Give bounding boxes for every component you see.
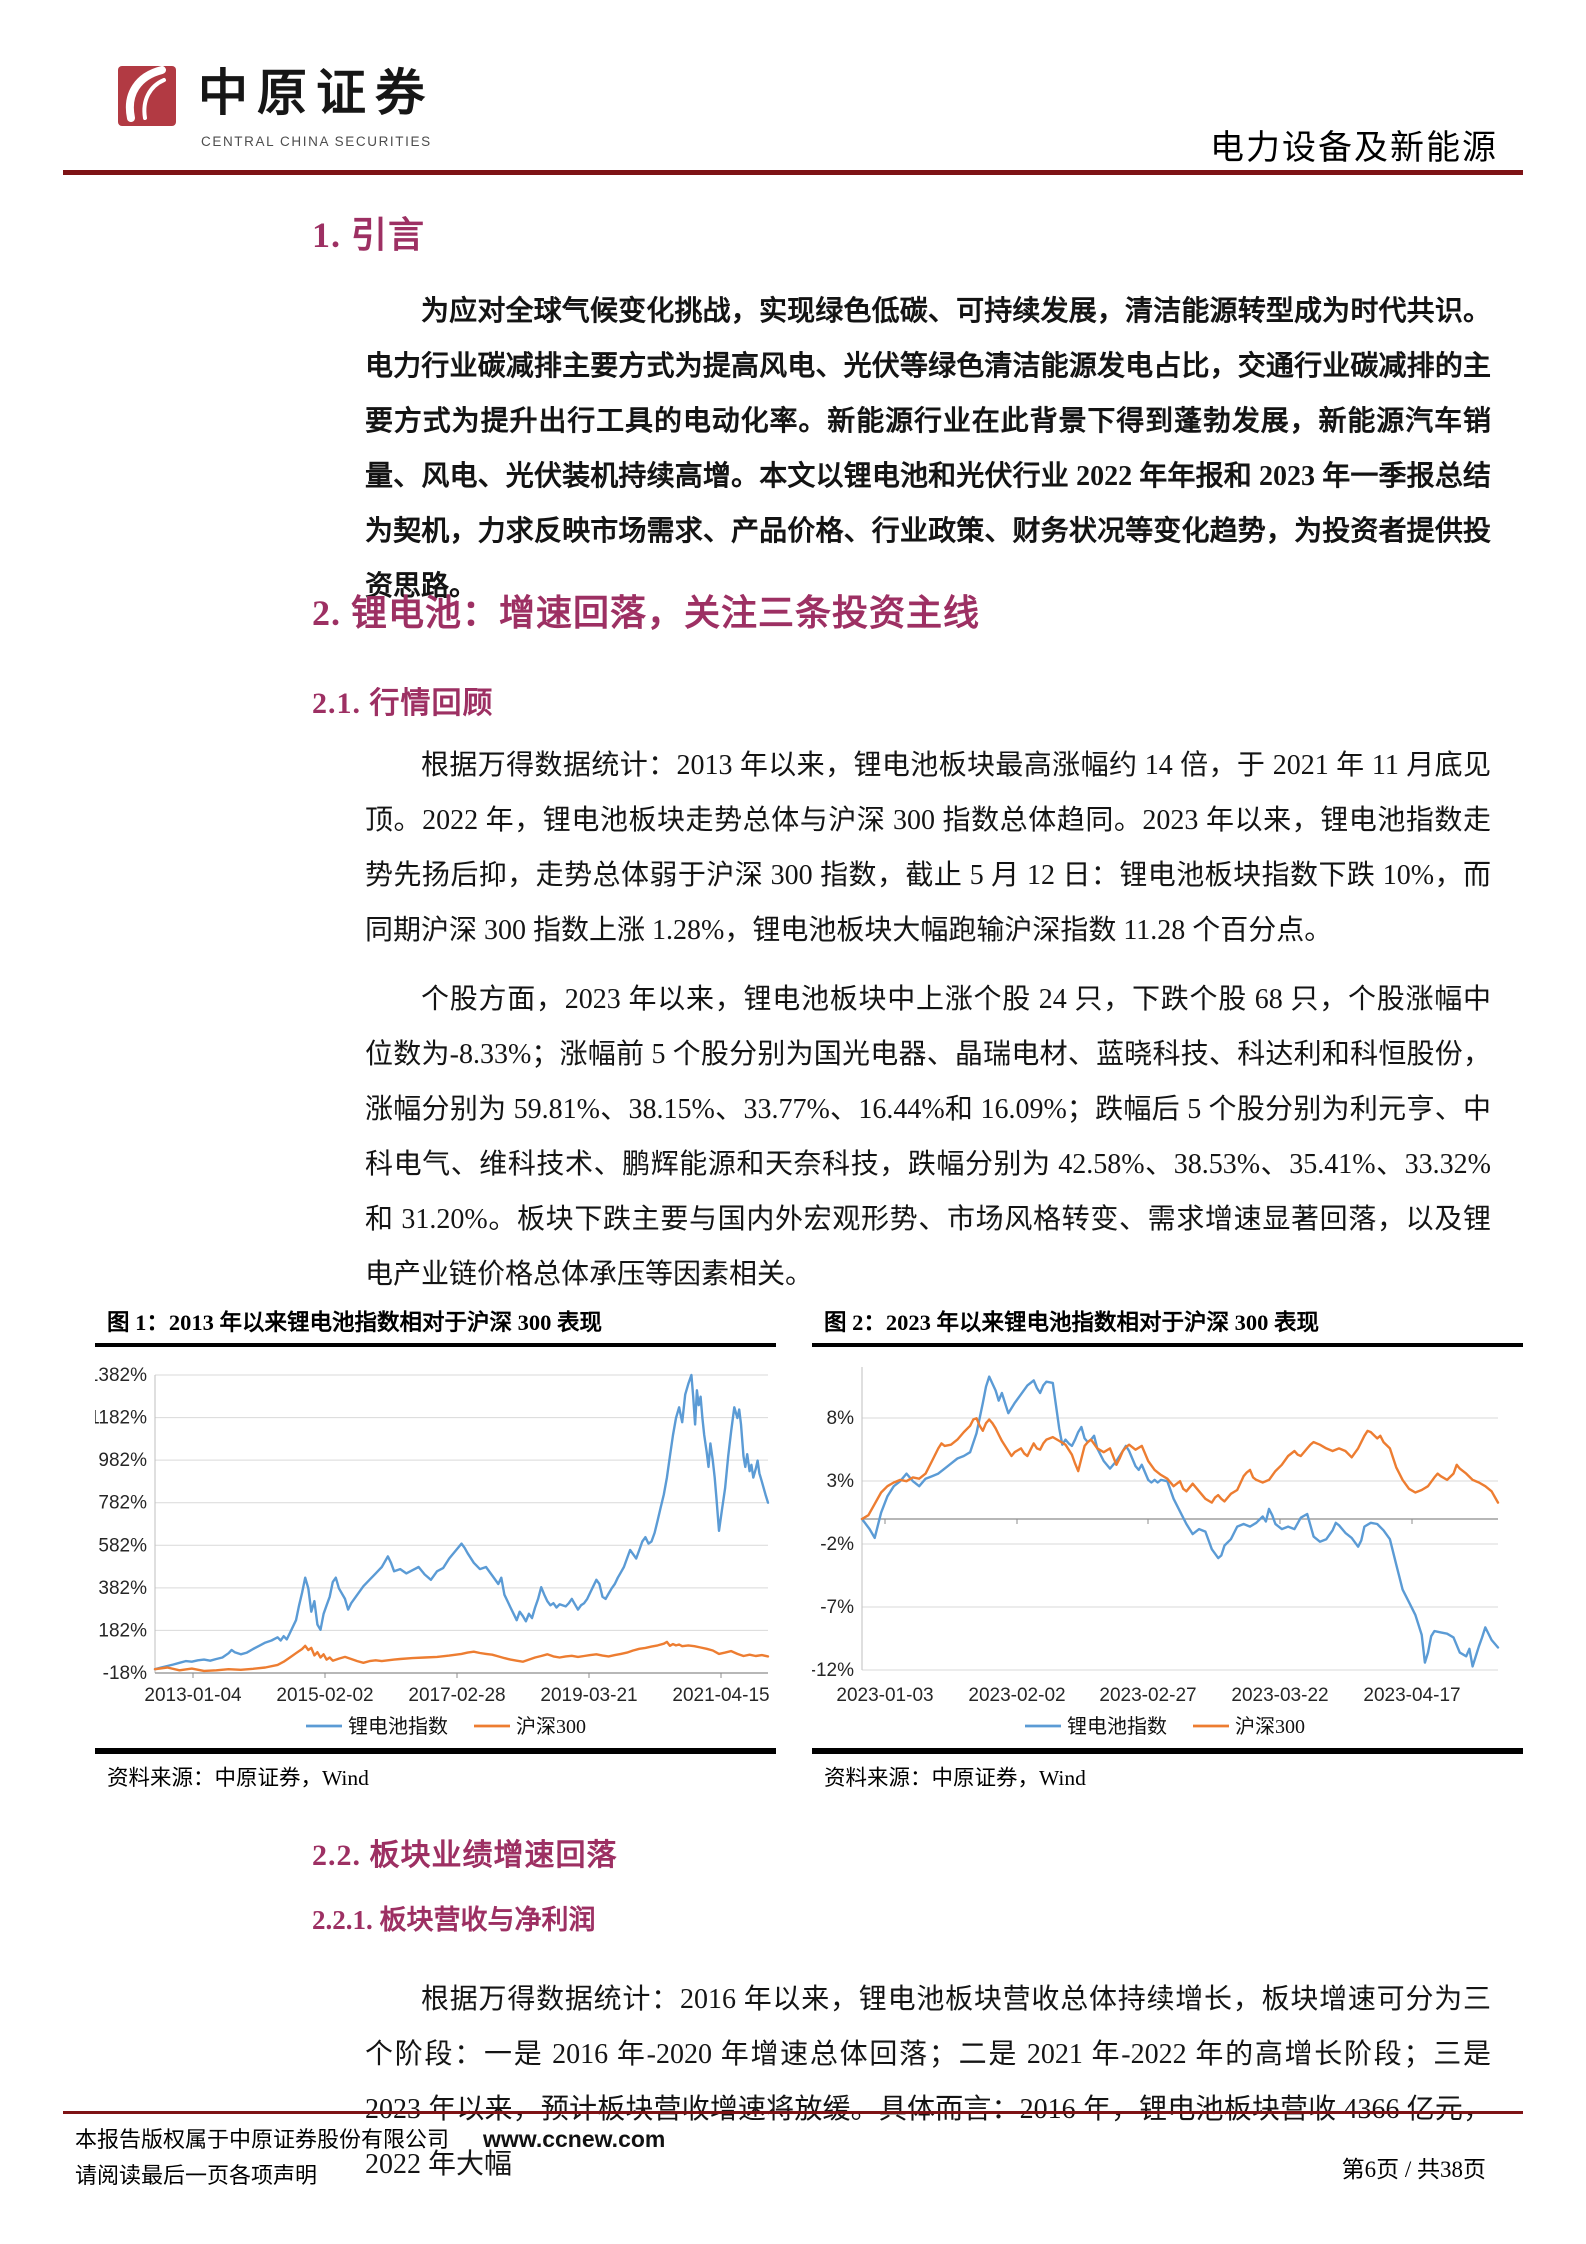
figure-2-caption: 图 2：2023 年以来锂电池指数相对于沪深 300 表现 (824, 1310, 1320, 1335)
heading-2-1-market-review: 2.1. 行情回顾 (312, 687, 494, 720)
brand-logo-icon (118, 66, 176, 126)
svg-text:-2%: -2% (820, 1534, 854, 1555)
footer-copyright-row: 本报告版权属于中原证券股份有限公司 www.ccnew.com (75, 2122, 665, 2154)
svg-text:2023-02-27: 2023-02-27 (1099, 1685, 1196, 1706)
svg-text:982%: 982% (98, 1450, 147, 1471)
paragraph-revenue-growth: 根据万得数据统计：2016 年以来，锂电池板块营收总体持续增长，板块增速可分为三… (365, 1984, 1491, 2180)
svg-text:2015-02-02: 2015-02-02 (276, 1685, 373, 1706)
footer-page-number: 第6页 / 共38页 (1341, 2157, 1486, 2182)
paragraph-stock-performance: 个股方面，2023 年以来，锂电池板块中上涨个股 24 只，下跌个股 68 只，… (365, 984, 1491, 1290)
footer-copyright: 本报告版权属于中原证券股份有限公司 (75, 2127, 450, 2152)
figure-2-source: 资料来源：中原证券，Wind (824, 1766, 1086, 1790)
svg-text:-12%: -12% (812, 1660, 854, 1681)
svg-text:1182%: 1182% (95, 1408, 147, 1429)
svg-text:2023-03-22: 2023-03-22 (1231, 1685, 1328, 1706)
figure-2-bottom-rule (812, 1748, 1523, 1754)
svg-text:-18%: -18% (103, 1663, 147, 1684)
brush-swoosh-icon (125, 66, 166, 122)
svg-text:2013-01-04: 2013-01-04 (144, 1685, 242, 1706)
svg-text:锂电池指数: 锂电池指数 (1067, 1715, 1167, 1738)
svg-text:沪深300: 沪深300 (516, 1715, 586, 1738)
industry-title: 电力设备及新能源 (1210, 130, 1498, 167)
svg-text:2023-01-03: 2023-01-03 (836, 1685, 933, 1706)
footer-url: www.ccnew.com (483, 2126, 666, 2152)
brand-name-cn: 中原证券 (198, 65, 434, 121)
figure-2-caption-rule (812, 1343, 1523, 1347)
heading-2-2-1-revenue-profit: 2.2.1. 板块营收与净利润 (312, 1905, 596, 1935)
paragraph-intro: 为应对全球气候变化挑战，实现绿色低碳、可持续发展，清洁能源转型成为时代共识。电力… (365, 296, 1491, 602)
svg-text:182%: 182% (98, 1620, 147, 1641)
footer-notice: 请阅读最后一页各项声明 (75, 2163, 318, 2188)
heading-2-2-growth-decline: 2.2. 板块业绩增速回落 (312, 1839, 618, 1872)
svg-text:2017-02-28: 2017-02-28 (408, 1685, 505, 1706)
figure-2-line-chart: 8% 3% -2% -7% -12% 2023-01-03 2023-02-02 2023-0… (812, 1367, 1500, 1738)
heading-2-lithium: 2. 锂电池：增速回落，关注三条投资主线 (312, 593, 981, 633)
svg-text:582%: 582% (98, 1535, 147, 1556)
footer-rule (63, 2111, 1523, 2114)
brand-name-en: CENTRAL CHINA SECURITIES (201, 134, 432, 149)
figure-1-bottom-rule (95, 1748, 776, 1754)
svg-text:8%: 8% (827, 1408, 855, 1429)
svg-text:-7%: -7% (820, 1597, 854, 1618)
figure-2-block: 图 2：2023 年以来锂电池指数相对于沪深 300 表现 8% 3% -2% -7%… (812, 1303, 1523, 1800)
figure-1-caption: 图 1：2013 年以来锂电池指数相对于沪深 300 表现 (107, 1310, 603, 1335)
svg-text:2021-04-15: 2021-04-15 (672, 1685, 769, 1706)
paragraph-market-review: 根据万得数据统计：2013 年以来，锂电池板块最高涨幅约 14 倍，于 2021… (365, 750, 1491, 946)
svg-text:2023-04-17: 2023-04-17 (1363, 1685, 1460, 1706)
figure-1-source: 资料来源：中原证券，Wind (107, 1766, 369, 1790)
header-rule (63, 170, 1523, 175)
heading-1-intro: 1. 引言 (312, 215, 426, 255)
figure-1-caption-rule (95, 1343, 776, 1347)
svg-text:锂电池指数: 锂电池指数 (348, 1715, 448, 1738)
svg-text:782%: 782% (98, 1493, 147, 1514)
figure-1-line-chart: 1382% 1182% 982% 782% 582% 382% 182% -18%2013-0… (95, 1365, 770, 1738)
svg-text:沪深300: 沪深300 (1235, 1715, 1305, 1738)
svg-text:382%: 382% (98, 1578, 147, 1599)
svg-text:3%: 3% (827, 1471, 855, 1492)
svg-text:1382%: 1382% (95, 1365, 147, 1386)
svg-text:2019-03-21: 2019-03-21 (540, 1685, 637, 1706)
figure-1-block: 图 1：2013 年以来锂电池指数相对于沪深 300 表现 1382% 1182%… (95, 1303, 776, 1800)
svg-text:2023-02-02: 2023-02-02 (968, 1685, 1065, 1706)
